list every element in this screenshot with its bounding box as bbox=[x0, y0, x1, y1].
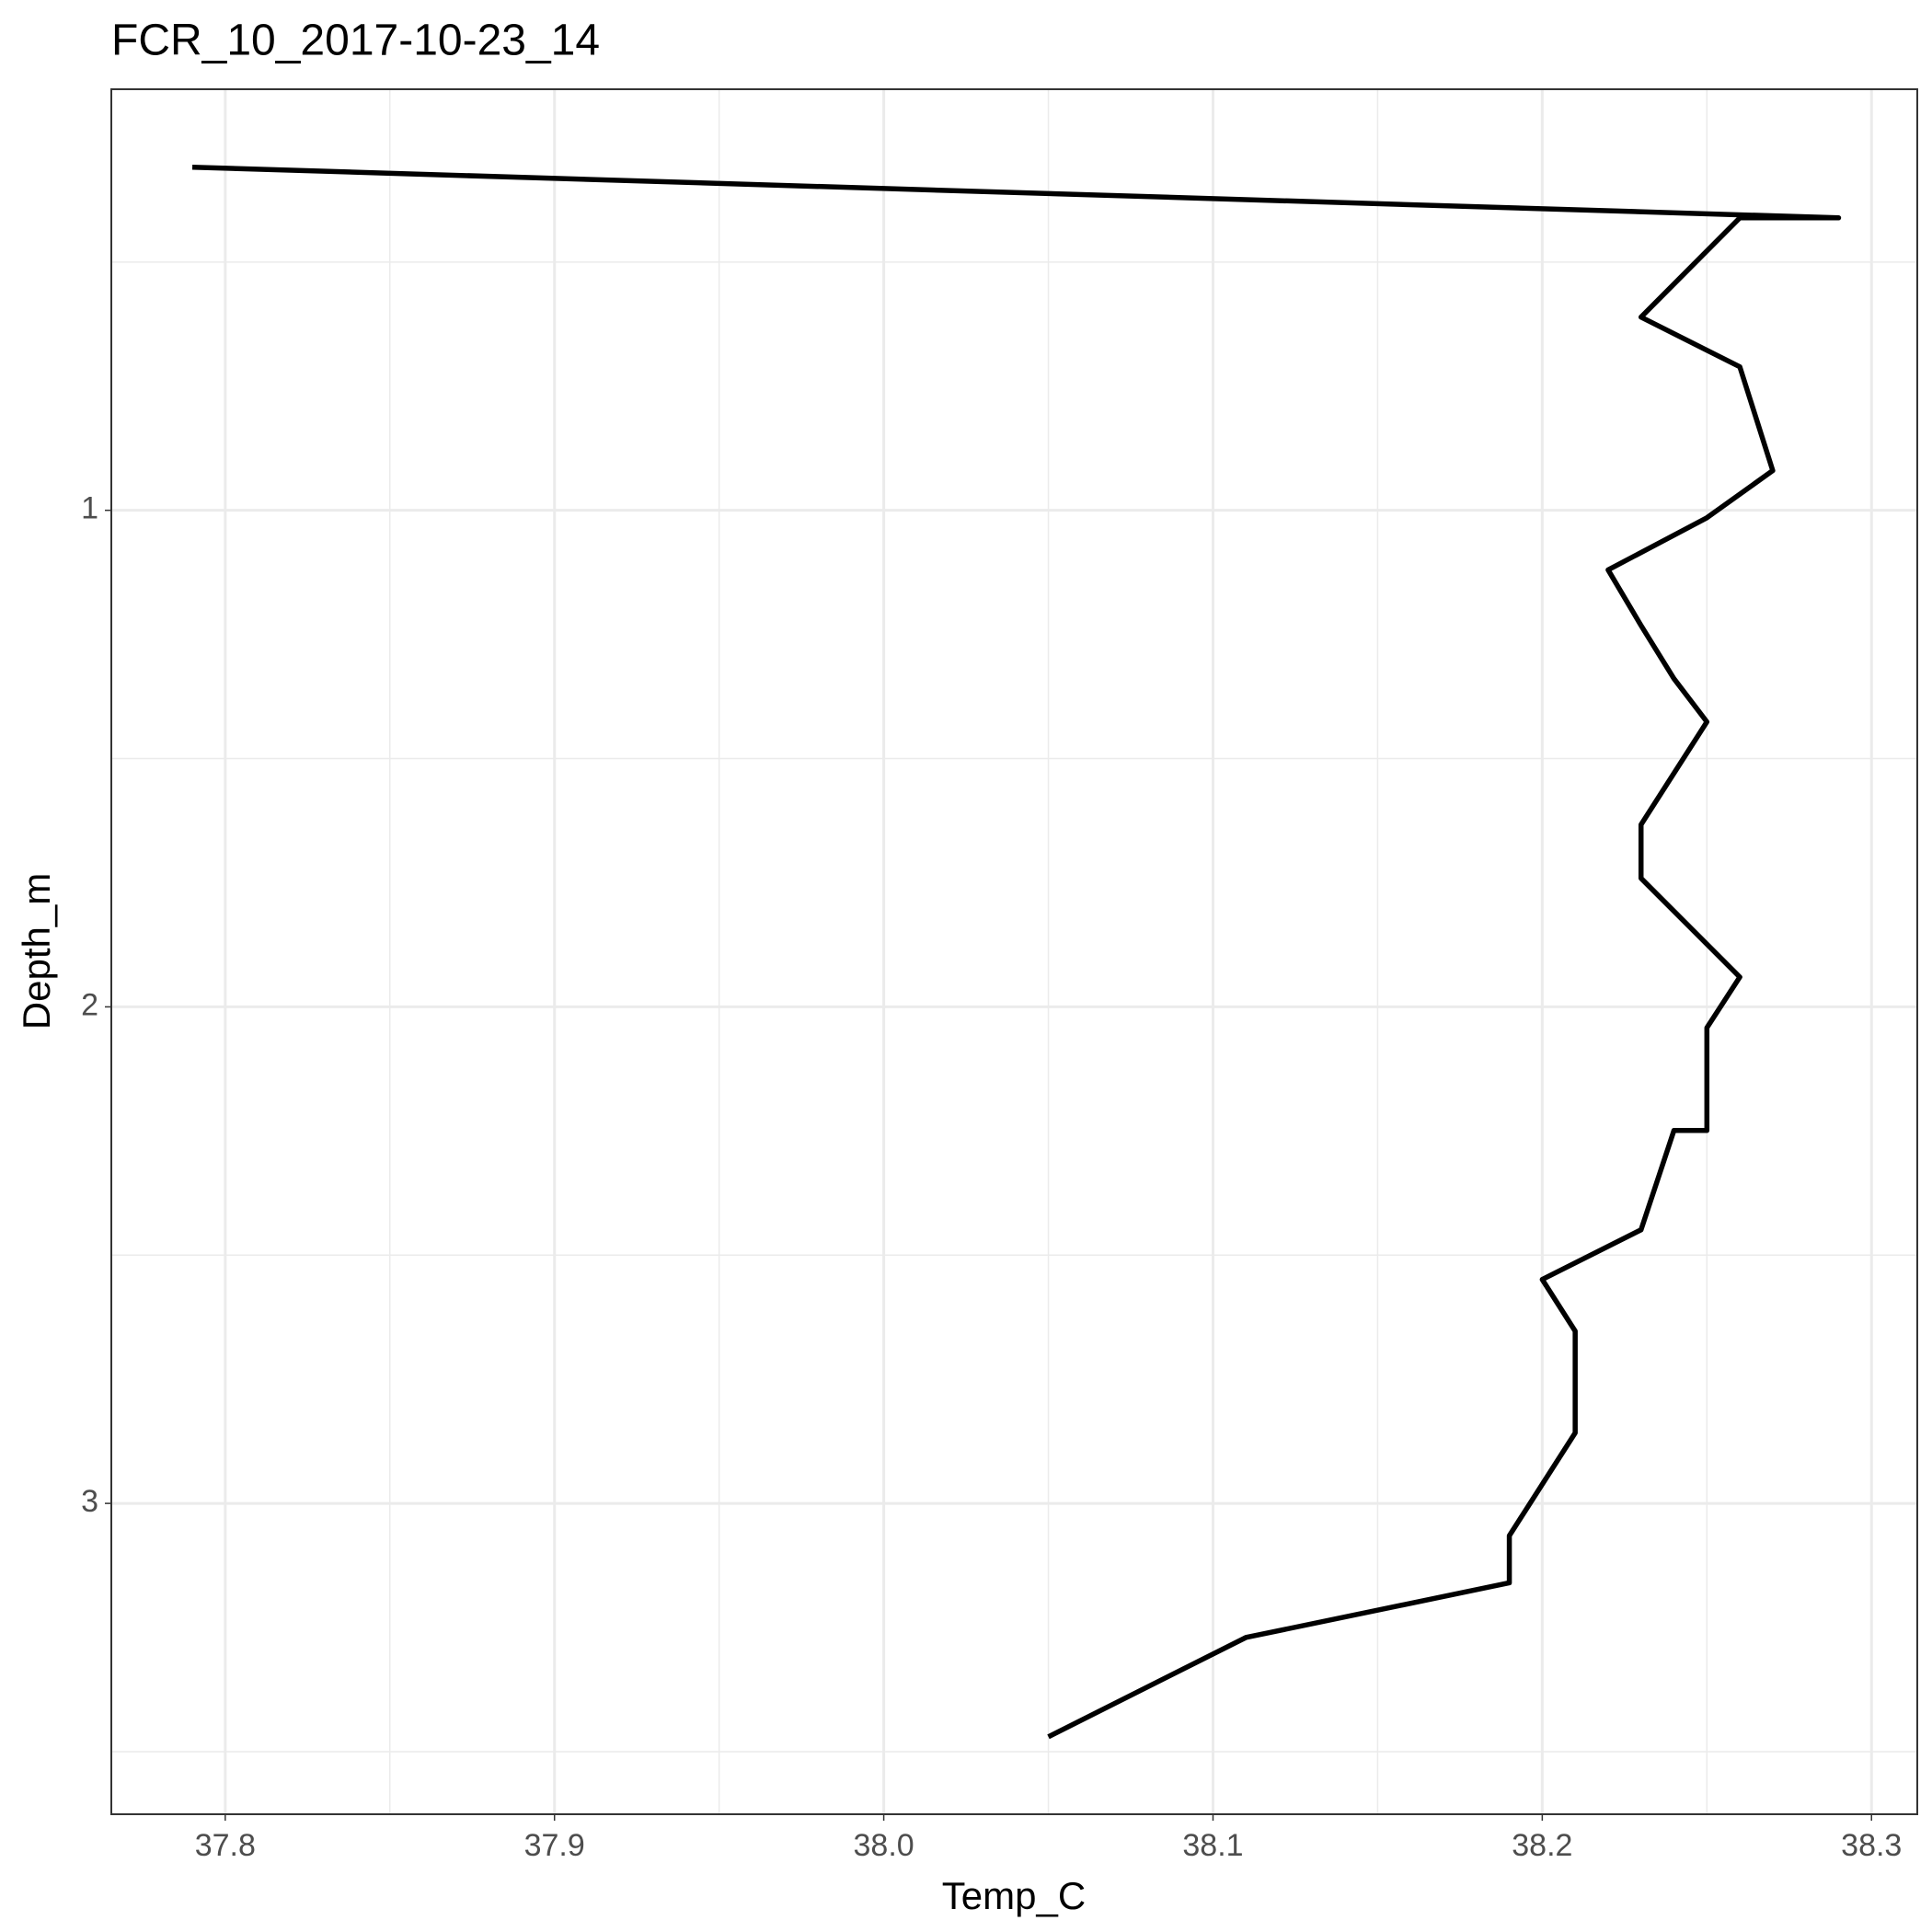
chart-title: FCR_10_2017-10-23_14 bbox=[111, 17, 600, 65]
data-line bbox=[191, 164, 1842, 1740]
x-tick-label: 38.2 bbox=[1512, 1828, 1572, 1863]
x-axis-title: Temp_C bbox=[942, 1874, 1086, 1917]
y-tick-label: 2 bbox=[81, 987, 98, 1022]
x-tick-label: 38.1 bbox=[1182, 1828, 1243, 1863]
y-tick-label: 3 bbox=[81, 1484, 98, 1519]
y-tick-label: 1 bbox=[81, 491, 98, 526]
x-tick-label: 38.0 bbox=[854, 1828, 914, 1863]
x-tick-label: 37.8 bbox=[195, 1828, 256, 1863]
y-axis-title: Depth_m bbox=[15, 873, 58, 1029]
x-tick-label: 38.3 bbox=[1841, 1828, 1902, 1863]
panel-border bbox=[110, 88, 1918, 1815]
x-tick-label: 37.9 bbox=[524, 1828, 585, 1863]
